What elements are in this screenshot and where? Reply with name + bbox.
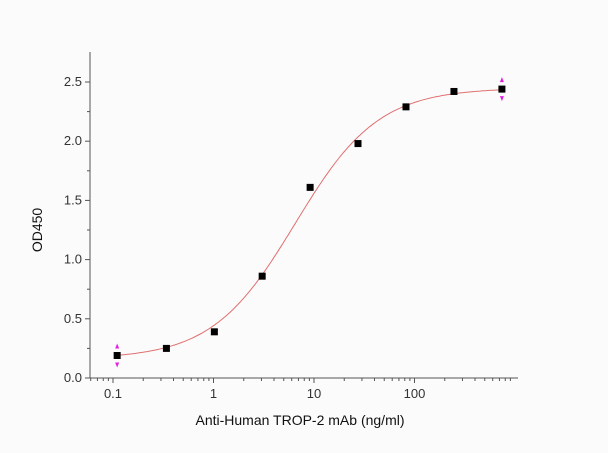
x-tick-label: 0.1 [104,386,122,401]
data-point [162,344,170,352]
data-point [258,272,266,280]
data-point [354,140,362,148]
x-tick-label: 100 [404,386,426,401]
data-point [113,352,121,360]
range-marker-down-icon [499,96,504,102]
range-marker-up-icon [499,77,504,83]
data-points [113,77,506,368]
data-point [306,183,314,191]
data-point [450,87,458,95]
data-point [498,85,506,93]
y-tick-label: 0.5 [64,311,82,326]
y-tick-label: 2.0 [64,133,82,148]
axes: 0.0 0.5 1.0 1.5 2.0 2.5 0.1 1 10 100 [64,52,518,401]
range-marker-down-icon [115,362,120,368]
data-point [402,103,410,111]
x-tick-label: 1 [210,386,217,401]
y-tick-label: 1.5 [64,192,82,207]
y-tick-label: 0.0 [64,370,82,385]
range-marker-up-icon [115,343,120,349]
y-axis-title: OD450 [29,208,45,253]
x-axis-title: Anti-Human TROP-2 mAb (ng/ml) [195,412,404,428]
fit-curve [117,89,505,356]
x-tick-label: 10 [307,386,321,401]
y-tick-label: 1.0 [64,252,82,267]
y-tick-label: 2.5 [64,74,82,89]
data-point [210,328,218,336]
